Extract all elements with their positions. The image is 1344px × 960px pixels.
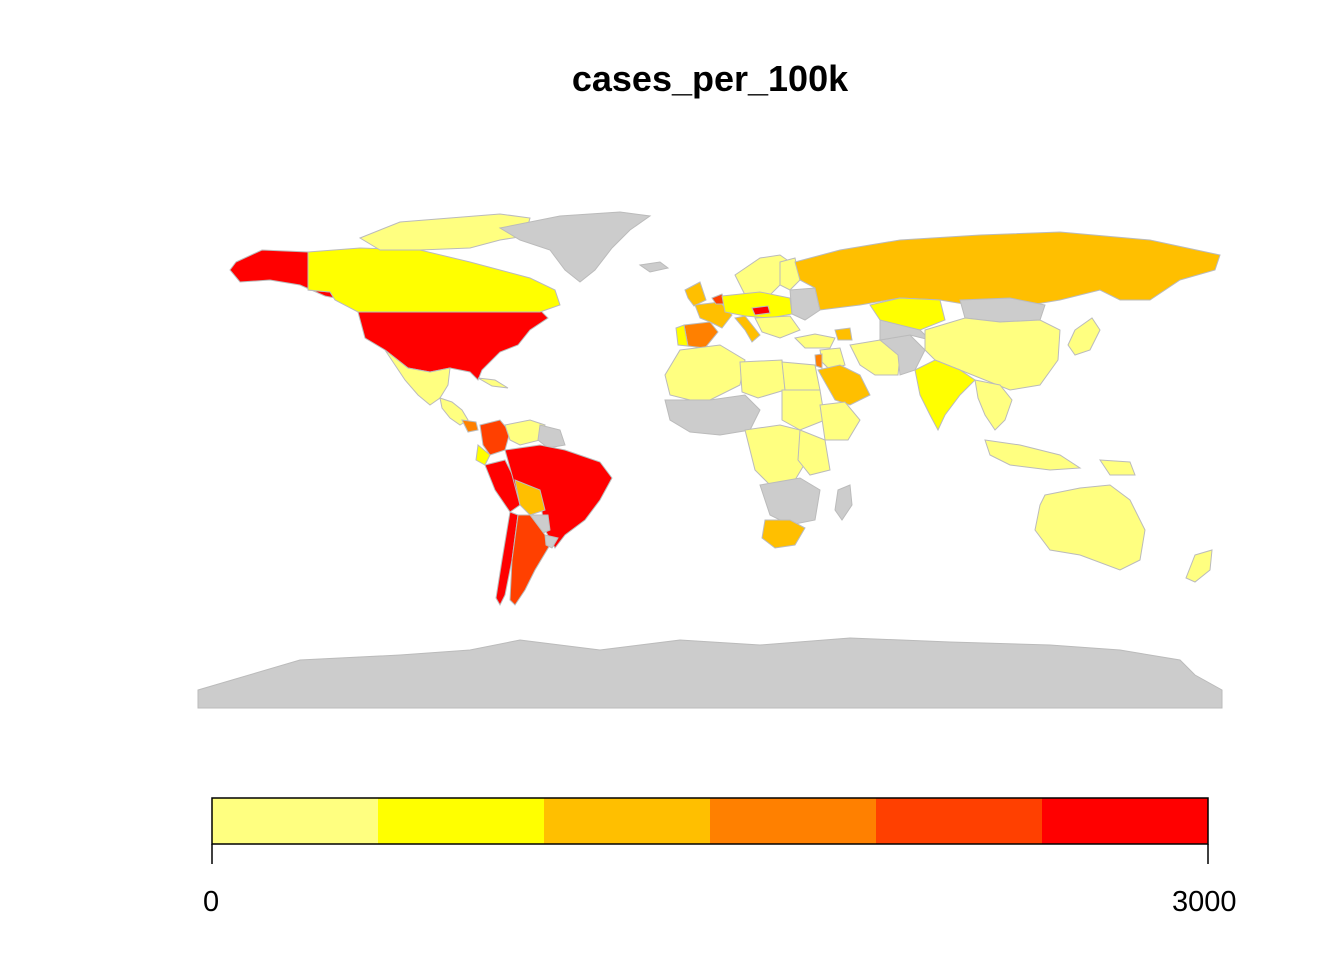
region-southern-africa bbox=[759, 477, 821, 526]
region-finland bbox=[779, 257, 801, 291]
region-egypt bbox=[781, 361, 821, 391]
region-bolivia bbox=[514, 479, 546, 516]
region-russia bbox=[794, 231, 1221, 311]
region-antarctica bbox=[197, 637, 1223, 709]
legend-min-label: 0 bbox=[203, 886, 220, 918]
region-israel bbox=[814, 353, 823, 369]
region-eastern-europe bbox=[789, 287, 821, 321]
region-sudan-region bbox=[781, 389, 826, 431]
color-legend bbox=[211, 797, 1209, 864]
legend-max-label: 3000 bbox=[1172, 886, 1237, 918]
region-new-zealand bbox=[1185, 549, 1213, 583]
legend-bin-1 bbox=[378, 798, 544, 844]
region-usa bbox=[357, 304, 549, 381]
legend-bin-0 bbox=[212, 798, 378, 844]
region-argentina bbox=[509, 514, 551, 606]
region-portugal bbox=[675, 324, 689, 347]
region-madagascar bbox=[834, 484, 853, 521]
region-libya bbox=[739, 359, 786, 399]
region-ethiopia-horn bbox=[819, 401, 861, 441]
map-regions bbox=[197, 211, 1223, 709]
region-india bbox=[914, 359, 976, 432]
region-uk-ireland bbox=[684, 281, 707, 307]
legend-bin-2 bbox=[544, 798, 710, 844]
chart-title: cases_per_100k bbox=[571, 58, 849, 99]
region-central-europe bbox=[721, 291, 793, 319]
legend-bin-4 bbox=[876, 798, 1042, 844]
region-saudi-arabia bbox=[817, 364, 871, 406]
region-cuba bbox=[477, 377, 509, 389]
legend-frame bbox=[211, 797, 1209, 845]
region-iceland bbox=[638, 261, 670, 273]
region-canada-arctic-islands bbox=[358, 213, 531, 251]
region-italy bbox=[734, 315, 761, 343]
region-czechia bbox=[751, 305, 771, 316]
region-northwest-africa bbox=[664, 344, 746, 401]
legend-bin-5 bbox=[1042, 798, 1208, 844]
region-panama bbox=[461, 419, 479, 433]
region-caucasus bbox=[834, 327, 853, 341]
region-central-asia bbox=[879, 319, 932, 341]
region-uruguay bbox=[544, 534, 559, 549]
region-spain bbox=[683, 321, 719, 349]
region-east-africa bbox=[797, 429, 831, 476]
region-indonesia-philippines bbox=[984, 439, 1082, 471]
region-australia bbox=[1034, 484, 1146, 571]
region-guyana-suriname bbox=[537, 424, 566, 449]
region-central-africa bbox=[744, 424, 811, 486]
region-balkans bbox=[754, 315, 801, 339]
region-png bbox=[1099, 459, 1136, 476]
region-canada bbox=[307, 247, 561, 313]
region-south-africa bbox=[761, 519, 806, 549]
region-turkey bbox=[793, 333, 836, 349]
legend-bin-3 bbox=[710, 798, 876, 844]
region-japan-korea bbox=[1067, 317, 1101, 356]
region-southeast-asia bbox=[974, 379, 1013, 431]
region-sahel-west-africa bbox=[664, 394, 761, 436]
region-greenland bbox=[498, 211, 652, 283]
